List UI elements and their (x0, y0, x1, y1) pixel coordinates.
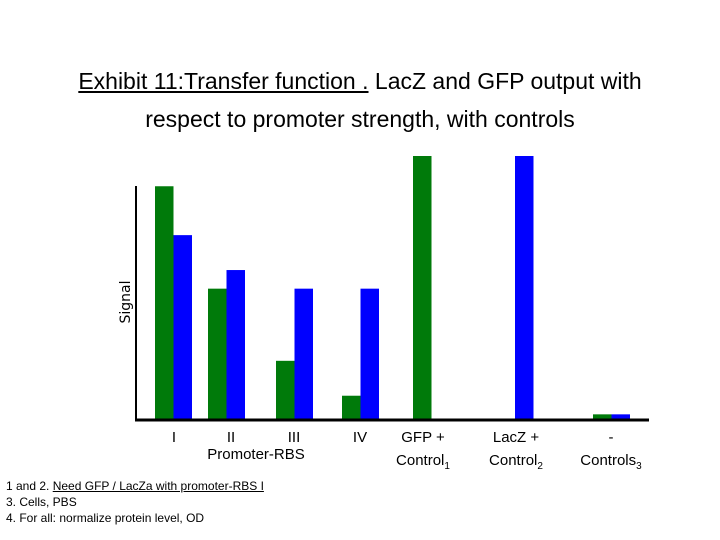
bar-gfp-1 (208, 288, 227, 419)
x-tick-label: III (288, 429, 301, 446)
x-tick-label: GFP + (401, 429, 445, 446)
bar-gfp-6 (593, 414, 612, 419)
bar-lacz-0 (173, 235, 192, 419)
bar-gfp-0 (155, 186, 174, 419)
x-tick-label: LacZ + (493, 429, 540, 446)
x-tick-label: I (172, 429, 176, 446)
exhibit-label: Exhibit 11:Transfer function . (78, 68, 369, 94)
note-3: 4. For all: normalize protein level, OD (6, 511, 205, 525)
x-tick-label: - (609, 429, 614, 446)
footnotes: 1 and 2. Need GFP / LacZa with promoter-… (6, 478, 264, 526)
bar-gfp-3 (342, 395, 361, 419)
bar-lacz-2 (294, 288, 313, 419)
x-tick-label: IV (353, 429, 367, 446)
bar-lacz-3 (360, 288, 379, 419)
bar-gfp-2 (276, 360, 295, 419)
note-2: 3. Cells, PBS (6, 495, 77, 509)
note-1-text: Need GFP / LacZa with promoter-RBS I (52, 479, 264, 493)
slide-title-line1: Exhibit 11:Transfer function . LacZ and … (0, 66, 720, 96)
y-axis-label: Signal (118, 280, 134, 323)
note-1-prefix: 1 and 2. (6, 479, 53, 493)
note-1: 1 and 2. Need GFP / LacZa with promoter-… (6, 478, 264, 494)
slide-title-line2: respect to promoter strength, with contr… (145, 106, 575, 132)
bar-gfp-4 (413, 156, 432, 419)
x-tick-label: II (227, 429, 235, 446)
bar-lacz-6 (611, 414, 630, 419)
bar-lacz-5 (515, 156, 534, 419)
title-rest: LacZ and GFP output with (368, 68, 642, 94)
x-axis-label: Promoter-RBS (207, 446, 305, 463)
x-tick-label-line2: Control2 (489, 452, 543, 472)
x-tick-label-line2: Control1 (396, 452, 450, 472)
bar-lacz-1 (226, 270, 245, 419)
x-tick-label-line2: Controls3 (580, 452, 642, 472)
